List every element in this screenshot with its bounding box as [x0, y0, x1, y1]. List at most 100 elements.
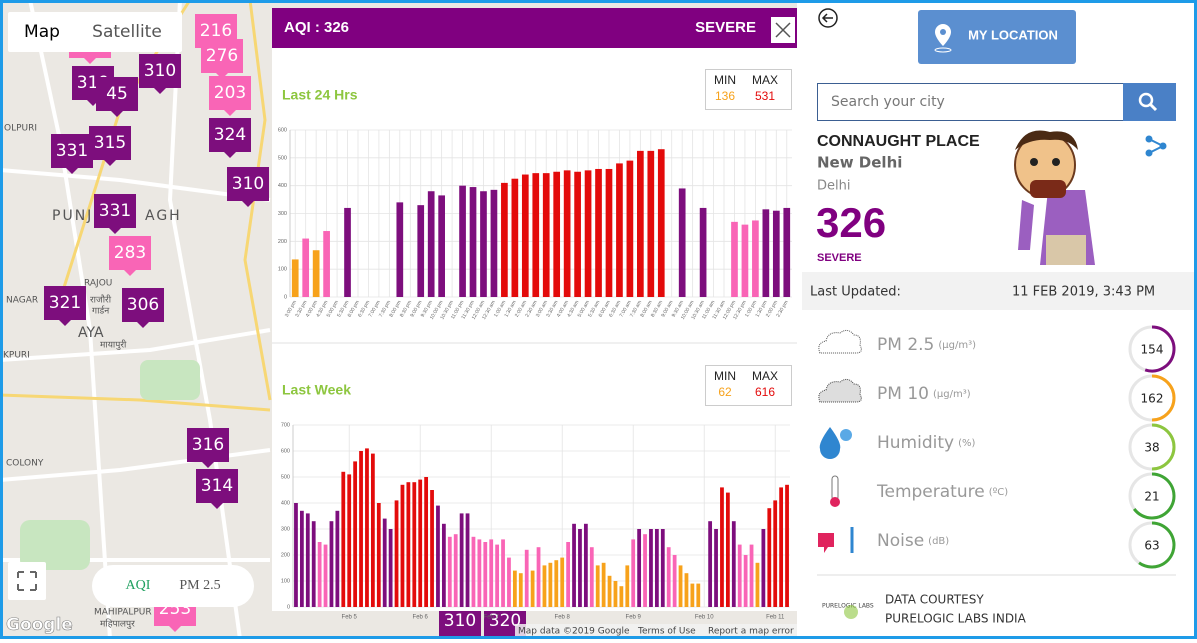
back-icon	[821, 13, 833, 23]
marker-box	[51, 134, 93, 168]
bar	[605, 168, 613, 297]
bar	[536, 547, 541, 607]
aqi-marker[interactable]: 324	[209, 118, 251, 158]
marker-tip	[224, 152, 236, 158]
aqi-marker[interactable]: 321	[44, 286, 86, 326]
min-max-box	[705, 365, 792, 406]
bar	[323, 544, 328, 607]
bar	[370, 453, 375, 607]
y-tick-label: 100	[281, 578, 290, 584]
bar	[512, 570, 517, 607]
layer-toggle	[92, 565, 254, 607]
logo-mark	[844, 605, 858, 619]
bar	[696, 583, 701, 607]
my-location-button[interactable]	[918, 10, 1076, 64]
place-label: राजौरी	[90, 294, 112, 306]
aqi-marker[interactable]: 310	[139, 54, 181, 94]
back-button[interactable]	[818, 8, 838, 28]
pollutant-name: Noise (dB)	[877, 531, 949, 551]
aqi-marker[interactable]: 203	[209, 76, 251, 116]
bar	[427, 191, 435, 297]
y-tick-label: 0	[284, 294, 287, 300]
aqi-marker[interactable]: 314	[196, 469, 238, 509]
bar	[607, 575, 612, 607]
place-label: KPURI	[3, 351, 30, 361]
mascot	[1014, 130, 1095, 265]
pin-dot	[940, 29, 946, 35]
y-tick-label: 400	[278, 183, 287, 189]
bar	[471, 536, 476, 607]
bar	[647, 150, 655, 297]
marker-label: 314	[201, 476, 233, 496]
bar	[725, 492, 730, 607]
bar	[595, 168, 602, 297]
marker-label: 310	[144, 61, 176, 81]
fullscreen-button[interactable]	[8, 562, 46, 600]
pollutant-unit: (dB)	[928, 536, 949, 547]
bar	[302, 238, 310, 297]
marker-box	[122, 288, 164, 322]
x-tick-label: Feb 10	[695, 615, 714, 621]
x-tick-label: Feb 11	[766, 615, 785, 621]
bar	[720, 487, 724, 607]
map-tabs	[8, 12, 182, 52]
map-tab[interactable]: Map	[24, 22, 60, 42]
bar	[477, 539, 482, 607]
aqi-marker[interactable]: 45	[96, 77, 138, 117]
min-label: MIN	[714, 73, 736, 87]
marker-box	[89, 126, 131, 160]
aqi-marker[interactable]: 315	[89, 126, 131, 166]
pollutant-label: Temperature	[876, 482, 985, 502]
satellite-tab[interactable]: Satellite	[92, 22, 162, 42]
share-icon[interactable]	[1145, 135, 1167, 157]
search-button[interactable]	[1123, 83, 1176, 121]
marker-tip	[66, 168, 78, 174]
report-link[interactable]: Report a map error	[708, 627, 794, 637]
bar	[772, 210, 780, 297]
bar	[578, 529, 582, 607]
marker-label: 320	[489, 611, 521, 631]
pollutant-row: Temperature (ºC) 21	[830, 472, 1176, 520]
place-label: NAGAR	[6, 296, 38, 306]
drop-icon	[819, 427, 841, 459]
bar	[291, 259, 299, 297]
aqi-marker[interactable]: 331	[94, 194, 136, 234]
pollutant-name: PM 10 (µg/m³)	[877, 384, 971, 404]
terms-link[interactable]: Terms of Use	[637, 627, 696, 637]
pollutant-unit: (%)	[958, 438, 975, 449]
aqi-marker[interactable]: 331	[51, 134, 93, 174]
aqi-marker[interactable]: 276	[201, 39, 243, 79]
bar	[418, 479, 423, 607]
marker-tip	[84, 58, 96, 64]
pollutant-row: Humidity (%) 38	[819, 423, 1176, 471]
aqi-marker[interactable]: 316	[187, 428, 229, 468]
y-tick-label: 700	[281, 422, 290, 428]
bar	[699, 207, 707, 297]
toggle-pm25[interactable]: PM 2.5	[179, 578, 220, 593]
panel-status: SEVERE	[817, 252, 862, 264]
marker-tip	[224, 110, 236, 116]
courtesy-name: PURELOGIC LABS INDIA	[885, 612, 1027, 626]
pollutant-name: Humidity (%)	[877, 433, 975, 453]
search-input[interactable]	[817, 83, 1124, 121]
bar	[731, 221, 738, 297]
place-label: PUNJ	[52, 208, 93, 224]
bar	[299, 510, 304, 607]
aqi-marker[interactable]: 283	[109, 236, 151, 276]
panel-aqi: 326	[816, 199, 886, 246]
marker-label: 306	[127, 295, 159, 315]
bar	[507, 557, 511, 607]
fullscreen-icon	[17, 571, 37, 591]
marker-label: 310	[232, 174, 264, 194]
bar	[714, 529, 718, 607]
toggle-aqi[interactable]: AQI	[126, 578, 151, 593]
aqi-marker[interactable]: 310	[227, 167, 269, 207]
bar	[548, 562, 553, 607]
state-name: Delhi	[817, 179, 850, 194]
bar	[560, 557, 565, 607]
bar	[625, 565, 630, 607]
bar	[441, 523, 446, 607]
bar	[341, 471, 346, 607]
bar	[589, 547, 594, 607]
aqi-marker[interactable]: 306	[122, 288, 164, 328]
